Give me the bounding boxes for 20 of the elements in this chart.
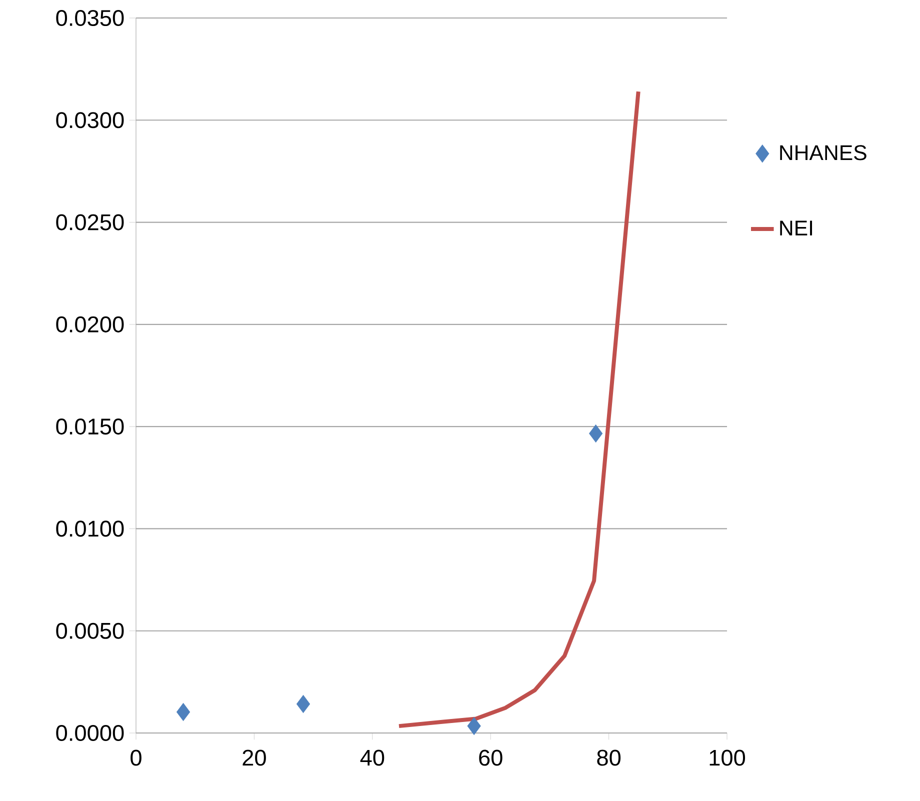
point (589, 424, 603, 442)
y-tick-label: 0.0150 (56, 418, 124, 435)
x-tick-label: 80 (597, 750, 621, 766)
x-tick-label: 100 (710, 750, 746, 766)
x-tick-label: 0 (130, 750, 142, 766)
legend-label: NEI (780, 220, 812, 236)
y-tick-label: 0.0200 (56, 316, 124, 332)
legend-label: NHANES (780, 145, 866, 160)
point (467, 717, 481, 735)
x-tick-label: 20 (242, 750, 266, 766)
y-tick-label: 0.0000 (56, 724, 124, 742)
point (296, 695, 310, 713)
x-tick-label: 40 (360, 750, 384, 766)
point (176, 703, 190, 721)
y-tick-label: 0.0300 (56, 112, 124, 128)
y-tick-label: 0.0350 (56, 10, 124, 26)
x-tick-label: 60 (479, 750, 502, 766)
y-tick-label: 0.0250 (56, 214, 124, 230)
y-tick-label: 0.0100 (56, 520, 124, 537)
y-tick-label: 0.0050 (56, 622, 124, 639)
